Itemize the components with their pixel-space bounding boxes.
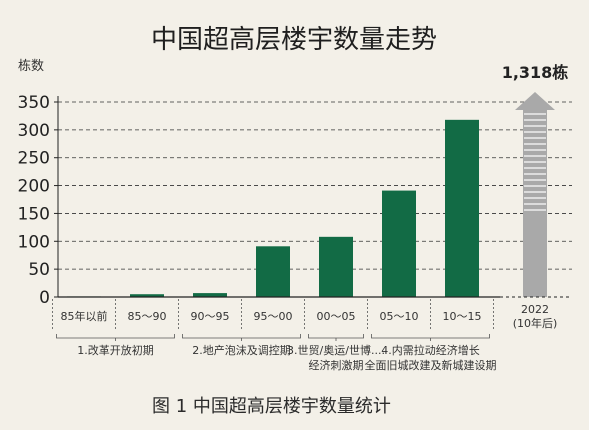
chart-title: 中国超高层楼宇数量走势 xyxy=(151,25,437,55)
projection-arrow xyxy=(515,92,555,297)
y-axis-label: 栋数 xyxy=(18,58,44,74)
y-tick-label: 0 xyxy=(39,288,50,308)
x-category-label: 05～10 xyxy=(380,310,419,323)
period-label: 3.世贸/奥运/世博.... xyxy=(287,343,385,357)
period-label-line2: 全面旧城改建及新城建设期 xyxy=(365,358,497,372)
x-category-label: 95～00 xyxy=(254,310,293,323)
bar xyxy=(382,190,416,297)
period-bracket xyxy=(308,334,364,341)
bars-layer xyxy=(67,119,479,298)
y-tick-label: 100 xyxy=(18,232,50,252)
bar xyxy=(130,294,164,297)
period-label: 2.地产泡沫及调控期 xyxy=(192,343,291,357)
projection-category-line2: (10年后) xyxy=(513,316,558,330)
y-tick-label: 150 xyxy=(18,204,50,224)
grid-layer xyxy=(58,101,572,270)
x-category-label: 00～05 xyxy=(317,310,356,323)
x-category-label: 10～15 xyxy=(443,310,482,323)
axis-layer: 0 50 100 150 200 250 300 350 85年以前 85～90 90～95 95～0… xyxy=(18,93,572,330)
x-category-label: 85～90 xyxy=(128,310,167,323)
y-tick-label: 200 xyxy=(18,177,50,197)
projection-category-line1: 2022 xyxy=(521,303,549,316)
projection-total-label: 1,318栋 xyxy=(502,63,569,82)
period-label-line2: 经济刺激期 xyxy=(309,358,364,372)
x-category-label: 85年以前 xyxy=(61,309,108,323)
x-category-label: 90～95 xyxy=(191,310,230,323)
y-tick-label: 300 xyxy=(18,121,50,141)
period-bracket xyxy=(56,334,175,341)
bar xyxy=(256,246,290,297)
y-tick-label: 250 xyxy=(18,149,50,169)
period-bracket xyxy=(182,334,301,341)
y-tick-label: 350 xyxy=(18,93,50,113)
figure-caption: 图 1 中国超高层楼宇数量统计 xyxy=(152,396,391,417)
y-tick-label: 50 xyxy=(28,260,50,280)
bar xyxy=(193,293,227,297)
bar xyxy=(319,236,353,297)
period-label: 1.改革开放初期 xyxy=(77,343,154,357)
projection-stripes xyxy=(524,113,546,211)
period-bracket xyxy=(371,334,490,341)
bar xyxy=(445,119,479,297)
projection-layer: 1,318栋 2022 (10年后) xyxy=(502,63,569,330)
period-label: 4.内需拉动经济增长 xyxy=(381,343,480,357)
